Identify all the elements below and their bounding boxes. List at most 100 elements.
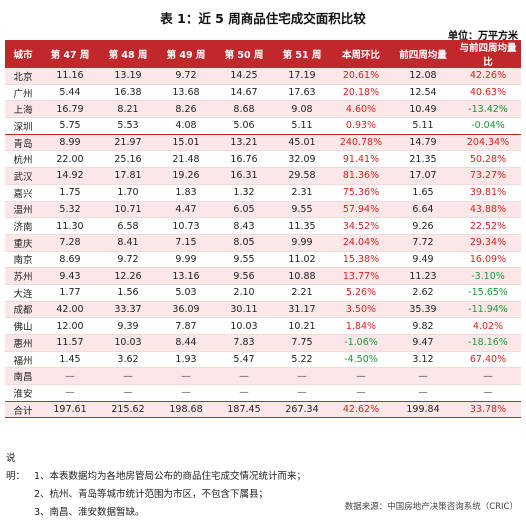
cell-avg4: 6.64: [391, 201, 455, 219]
cell-w48: —: [99, 367, 157, 386]
cell-vs4: 204.34%: [455, 134, 521, 152]
cell-w51: 29.58: [273, 167, 331, 185]
table-row: 南京 8.69 9.72 9.99 9.55 11.02 15.38% 9.49 16.09%: [5, 251, 521, 269]
cell-w49: 7.87: [157, 317, 215, 335]
header-week-51: 第 51 周: [273, 40, 331, 68]
cell-w49: 15.01: [157, 134, 215, 152]
cell-w51: 9.08: [273, 100, 331, 119]
cell-w48: 215.62: [99, 400, 157, 419]
table-row: 嘉兴 1.75 1.70 1.83 1.32 2.31 75.36% 1.65 39.81%: [5, 184, 521, 202]
cell-wow: -4.50%: [331, 351, 391, 369]
cell-avg4: 199.84: [391, 400, 455, 419]
cell-w49: 7.15: [157, 234, 215, 252]
cell-w49: 10.73: [157, 217, 215, 235]
cell-w47: 11.16: [41, 68, 99, 85]
cell-vs4: 67.40%: [455, 351, 521, 369]
unit-label: 单位：万平方米: [448, 31, 518, 42]
cell-w51: 5.11: [273, 117, 331, 135]
cell-w51: 17.63: [273, 84, 331, 102]
cell-city: 济南: [5, 217, 41, 235]
cell-city: 成都: [5, 301, 41, 319]
header-week-50: 第 50 周: [215, 40, 273, 68]
cell-w48: 33.37: [99, 301, 157, 319]
cell-w51: 11.02: [273, 251, 331, 269]
cell-w51: 10.21: [273, 317, 331, 335]
cell-w47: —: [41, 367, 99, 386]
table-row: 深圳 5.75 5.53 4.08 5.06 5.11 0.93% 5.11 -0.04%: [5, 117, 521, 135]
cell-city: 惠州: [5, 334, 41, 352]
cell-city: 佛山: [5, 317, 41, 335]
table-row: 大连 1.77 1.56 5.03 2.10 2.21 5.26% 2.62 -15.65%: [5, 284, 521, 302]
cell-w48: 1.70: [99, 184, 157, 202]
cell-w48: 9.39: [99, 317, 157, 335]
cell-w50: 7.83: [215, 334, 273, 352]
cell-w50: 8.43: [215, 217, 273, 235]
cell-vs4: -18.16%: [455, 334, 521, 352]
cell-avg4: 12.08: [391, 68, 455, 85]
cell-w49: 1.93: [157, 351, 215, 369]
cell-city: 重庆: [5, 234, 41, 252]
note-text: 3、南昌、淮安数据暂缺。: [34, 507, 145, 518]
table-row: 成都 42.00 33.37 36.09 30.11 31.17 3.50% 35.39 -11…: [5, 301, 521, 319]
cell-city: 嘉兴: [5, 184, 41, 202]
cell-city: 青岛: [5, 134, 41, 152]
table-row: 济南 11.30 6.58 10.73 8.43 11.35 34.52% 9.26 22.52…: [5, 217, 521, 235]
cell-w48: 5.53: [99, 117, 157, 135]
cell-vs4: 4.02%: [455, 317, 521, 335]
cell-city: 武汉: [5, 167, 41, 185]
cell-w48: 8.21: [99, 100, 157, 119]
cell-city: 淮安: [5, 384, 41, 402]
cell-w47: 11.30: [41, 217, 99, 235]
cell-w50: 13.21: [215, 134, 273, 152]
cell-w51: 2.31: [273, 184, 331, 202]
cell-w48: 6.58: [99, 217, 157, 235]
cell-w47: 12.00: [41, 317, 99, 335]
table-row: 佛山 12.00 9.39 7.87 10.03 10.21 1.84% 9.82 4.02%: [5, 317, 521, 335]
table-title: 表 1：近 5 周商品住宅成交面积比较: [160, 11, 366, 26]
cell-w51: —: [273, 367, 331, 386]
cell-w51: 11.35: [273, 217, 331, 235]
header-city: 城市: [5, 40, 41, 68]
cell-wow: 81.36%: [331, 167, 391, 185]
note-text: 2、杭州、青岛等城市统计范围为市区，不包含下属县；: [34, 489, 269, 500]
cell-w47: 5.75: [41, 117, 99, 135]
cell-w47: 22.00: [41, 150, 99, 169]
cell-w47: 11.57: [41, 334, 99, 352]
cell-w48: 13.19: [99, 68, 157, 85]
cell-w49: 4.08: [157, 117, 215, 135]
cell-wow: 13.77%: [331, 267, 391, 285]
cell-w49: 8.26: [157, 100, 215, 119]
cell-wow: 1.84%: [331, 317, 391, 335]
cell-avg4: 9.26: [391, 217, 455, 235]
cell-w47: 16.79: [41, 100, 99, 119]
cell-w50: 6.05: [215, 201, 273, 219]
cell-w51: 267.34: [273, 400, 331, 419]
cell-w47: 8.99: [41, 134, 99, 152]
cell-avg4: 2.62: [391, 284, 455, 302]
cell-w50: 5.06: [215, 117, 273, 135]
cell-w47: 42.00: [41, 301, 99, 319]
cell-w47: —: [41, 384, 99, 402]
cell-avg4: 3.12: [391, 351, 455, 369]
cell-w49: 8.44: [157, 334, 215, 352]
cell-w50: 187.45: [215, 400, 273, 419]
cell-vs4: -0.04%: [455, 117, 521, 135]
notes-label: 说明：: [6, 453, 26, 482]
cell-city: 北京: [5, 68, 41, 85]
cell-w48: —: [99, 384, 157, 402]
cell-avg4: 9.49: [391, 251, 455, 269]
area-comparison-table: 城市 第 47 周 第 48 周 第 49 周 第 50 周 第 51 周 本周…: [5, 40, 521, 419]
cell-w49: 1.83: [157, 184, 215, 202]
cell-w49: 5.03: [157, 284, 215, 302]
cell-vs4: -11.94%: [455, 301, 521, 319]
cell-w51: 9.55: [273, 201, 331, 219]
cell-w48: 1.56: [99, 284, 157, 302]
cell-w47: 5.32: [41, 201, 99, 219]
cell-avg4: 1.65: [391, 184, 455, 202]
cell-w50: 16.31: [215, 167, 273, 185]
cell-w50: 1.32: [215, 184, 273, 202]
cell-wow: 20.61%: [331, 68, 391, 85]
note-text: 1、本表数据均为各地房管局公布的商品住宅成交情况统计而来；: [34, 471, 307, 482]
cell-w47: 197.61: [41, 400, 99, 419]
cell-city: 深圳: [5, 117, 41, 135]
